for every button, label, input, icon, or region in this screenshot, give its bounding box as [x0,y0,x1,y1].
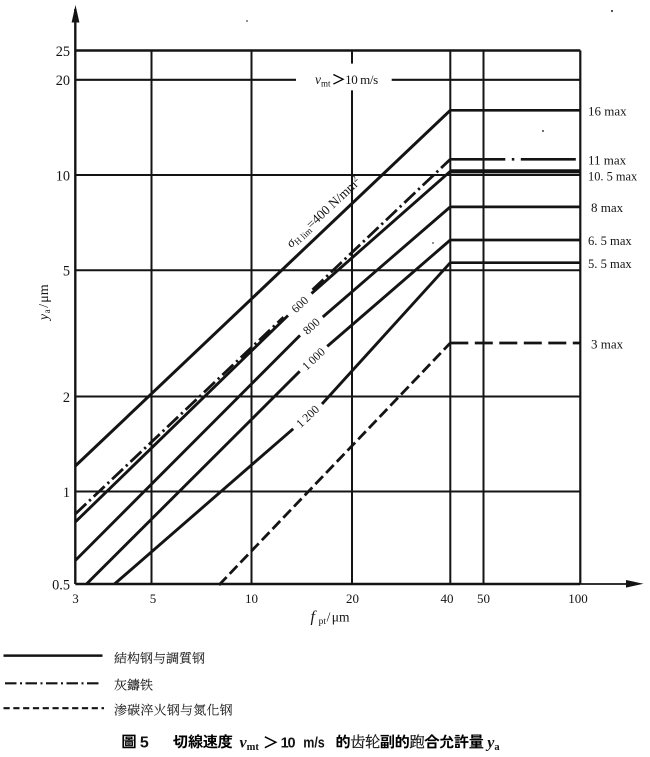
svg-text:5: 5 [150,591,157,606]
svg-text:10: 10 [281,735,296,751]
svg-text:vmt: vmt [315,72,331,89]
svg-text:16 max: 16 max [588,103,627,118]
svg-text:ya: ya [485,734,500,753]
svg-text:μm: μm [37,284,52,303]
svg-text:a: a [42,309,52,313]
svg-text:50: 50 [477,591,490,606]
svg-text:20: 20 [56,73,70,89]
svg-text:3 max: 3 max [591,336,624,351]
svg-text:6. 5 max: 6. 5 max [588,234,632,248]
svg-text:f: f [311,609,318,626]
svg-text:1: 1 [63,485,70,501]
svg-text:25: 25 [56,44,70,60]
svg-text:y: y [36,314,51,322]
svg-text:/: / [37,304,52,308]
svg-text:40: 40 [441,591,454,606]
svg-text:11 max: 11 max [588,152,627,167]
svg-text:5. 5 max: 5. 5 max [588,257,632,271]
svg-text:5: 5 [140,734,149,751]
svg-text:pt: pt [319,617,327,627]
svg-text:100: 100 [568,591,588,606]
svg-text:m/s: m/s [303,735,325,751]
svg-text:μm: μm [332,610,350,625]
svg-text:20: 20 [346,591,359,606]
svg-text:3: 3 [72,591,79,606]
svg-text:2: 2 [63,390,70,406]
svg-text:10. 5 max: 10. 5 max [588,169,638,183]
svg-text:8 max: 8 max [591,200,624,215]
svg-text:vmt: vmt [240,734,260,753]
svg-text:10: 10 [56,168,70,184]
svg-text:10: 10 [245,591,258,606]
svg-text:/: / [327,610,331,625]
svg-text:5: 5 [63,264,70,280]
svg-text:10 m/s: 10 m/s [345,72,378,87]
svg-text:0.5: 0.5 [52,577,70,593]
